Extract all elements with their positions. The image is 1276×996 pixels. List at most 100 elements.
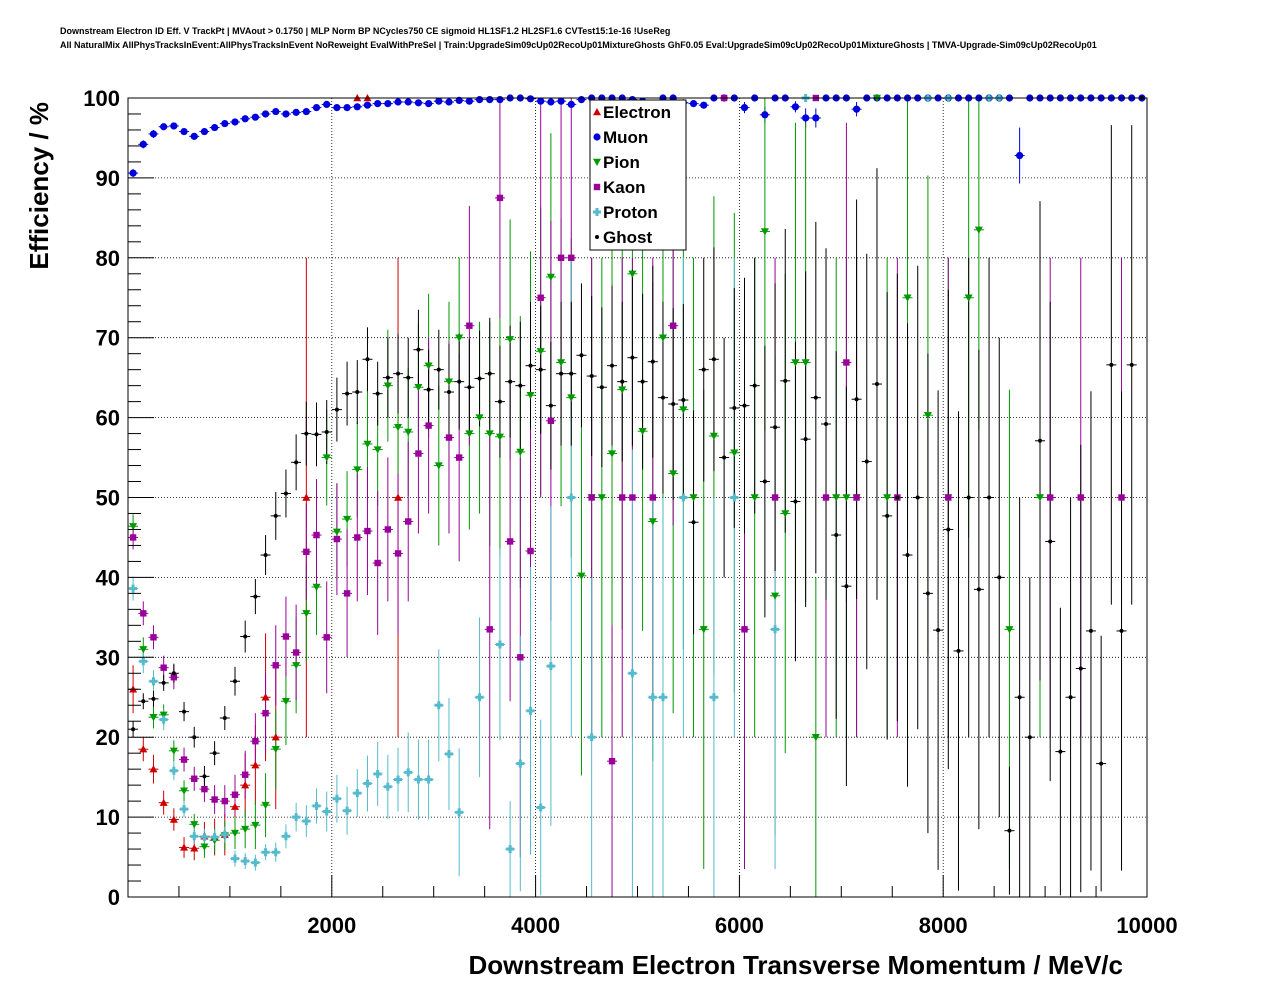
- kaon-point: [945, 494, 952, 501]
- kaon-point: [506, 538, 514, 545]
- proton-point: [129, 584, 138, 593]
- legend-box: [589, 99, 687, 251]
- pion-point: [974, 226, 983, 234]
- muon-point: [700, 101, 708, 109]
- ghost-point: [243, 634, 248, 639]
- ghost-point: [334, 407, 339, 412]
- y-tick-label: 10: [96, 805, 120, 830]
- ghost-point: [212, 751, 217, 756]
- kaon-point: [150, 634, 157, 641]
- muon-point: [496, 95, 504, 104]
- ghost-point: [640, 379, 645, 384]
- pion-point: [699, 626, 708, 634]
- kaon-point: [649, 494, 656, 501]
- pion-point: [638, 427, 647, 436]
- kaon-point: [547, 417, 555, 424]
- ghost-point: [222, 716, 227, 721]
- ghost-point: [467, 385, 472, 390]
- proton-point: [190, 832, 199, 841]
- y-tick-label: 50: [96, 486, 120, 511]
- pion-point: [159, 711, 168, 719]
- y-tick-label: 100: [83, 86, 120, 111]
- ghost-point: [324, 429, 329, 434]
- ghost-point: [1007, 828, 1012, 833]
- muon-point: [170, 122, 178, 130]
- pion-point: [373, 446, 382, 454]
- kaon-point: [262, 710, 269, 717]
- pion-point: [1036, 494, 1045, 502]
- ghost-point: [253, 594, 258, 599]
- y-tick-label: 90: [96, 166, 120, 191]
- muon-point: [852, 105, 861, 113]
- ghost-point: [915, 495, 920, 500]
- ghost-point: [1088, 628, 1093, 633]
- pion-point: [394, 423, 403, 432]
- ghost-point: [1048, 539, 1053, 544]
- ghost-point: [1129, 362, 1134, 367]
- y-tick-label: 30: [96, 645, 120, 670]
- ghost-point: [742, 403, 747, 408]
- muon-point: [435, 97, 443, 105]
- ghost-point: [660, 395, 665, 400]
- proton-point: [251, 858, 260, 867]
- ghost-point: [182, 709, 187, 714]
- proton-point: [709, 693, 718, 702]
- ghost-point: [569, 371, 574, 376]
- muon-point: [465, 97, 473, 105]
- proton-point: [332, 794, 341, 803]
- ghost-point: [701, 367, 706, 372]
- kaon-point: [384, 526, 392, 533]
- ghost-point: [1027, 735, 1032, 740]
- proton-point: [444, 749, 453, 758]
- ghost-point: [1017, 695, 1022, 700]
- electron-point: [302, 493, 311, 501]
- pion-point: [903, 294, 912, 302]
- chart-header-line-1: Downstream Electron ID Eff. V TrackPt | …: [60, 26, 671, 36]
- ghost-point: [936, 628, 941, 633]
- pion-point: [658, 334, 667, 342]
- proton-point: [180, 805, 189, 814]
- muon-point: [1016, 151, 1024, 160]
- muon-point: [282, 110, 290, 118]
- kaon-point: [201, 785, 208, 793]
- proton-point: [343, 806, 352, 815]
- ghost-point: [202, 774, 207, 779]
- proton-point: [414, 775, 423, 784]
- ghost-point: [1078, 666, 1083, 671]
- ghost-point: [579, 353, 584, 358]
- ghost-point: [824, 421, 829, 426]
- ghost-point: [192, 735, 197, 740]
- y-tick-label: 20: [96, 725, 120, 750]
- ghost-point: [854, 397, 859, 402]
- muon-point: [149, 130, 158, 138]
- x-tick-label: 6000: [715, 913, 764, 938]
- kaon-point: [129, 534, 137, 541]
- x-axis-title: Downstream Electron Transverse Momentum …: [468, 950, 1123, 980]
- pion-point: [689, 494, 698, 502]
- ghost-point: [671, 402, 676, 407]
- muon-point: [261, 110, 270, 118]
- muon-point: [200, 127, 209, 136]
- ghost-point: [487, 371, 492, 376]
- pion-point: [577, 572, 586, 580]
- ghost-point: [925, 591, 930, 596]
- muon-point: [526, 95, 535, 103]
- ghost-point: [987, 495, 992, 500]
- ghost-point: [885, 513, 890, 518]
- ghost-point: [436, 367, 441, 372]
- kaon-point: [771, 494, 779, 501]
- x-tick-label: 4000: [511, 913, 560, 938]
- proton-point: [353, 789, 362, 798]
- kaon-point: [517, 654, 524, 661]
- ghost-point: [630, 355, 635, 360]
- proton-point: [139, 657, 148, 666]
- kaon-point: [354, 534, 361, 541]
- ghost-point: [803, 437, 808, 442]
- ghost-point: [131, 727, 136, 732]
- proton-point: [241, 857, 250, 866]
- pion-point: [444, 378, 453, 386]
- ghost-point: [874, 382, 879, 387]
- proton-point: [169, 766, 178, 775]
- pion-point: [557, 359, 566, 367]
- y-axis-title: Efficiency / %: [24, 102, 54, 270]
